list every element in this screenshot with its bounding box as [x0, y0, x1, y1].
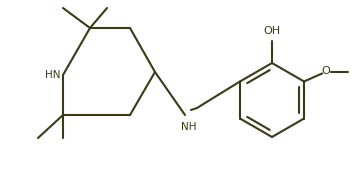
Text: HN: HN — [45, 70, 61, 80]
Text: NH: NH — [181, 122, 197, 132]
Text: OH: OH — [263, 26, 281, 36]
Text: O: O — [322, 67, 331, 77]
